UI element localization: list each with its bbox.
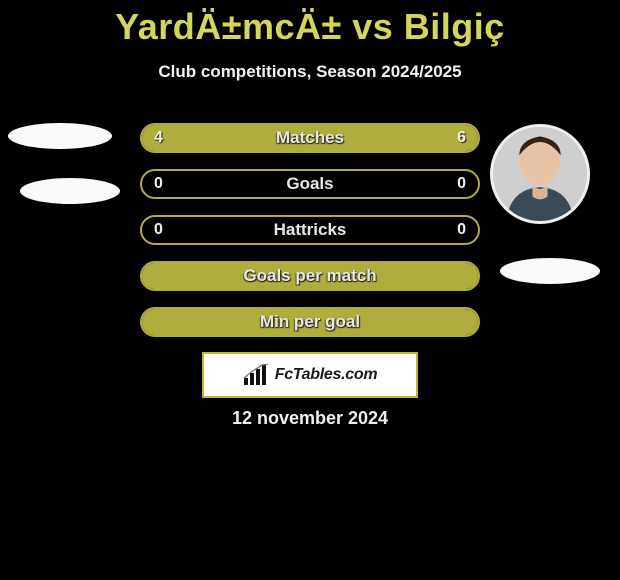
stat-bar: Hattricks0 0 bbox=[140, 215, 480, 245]
stat-bar-label: Goals bbox=[142, 171, 478, 197]
stat-bar-label: Matches bbox=[142, 125, 478, 151]
stat-bar-label: Hattricks bbox=[142, 217, 478, 243]
stat-bar-label: Min per goal bbox=[142, 309, 478, 335]
player-right-avatar bbox=[490, 124, 590, 224]
stat-bar-label: Goals per match bbox=[142, 263, 478, 289]
bar-chart-icon bbox=[243, 364, 269, 386]
stat-bar: Matches4 6 bbox=[140, 123, 480, 153]
comparison-card: YardÄ±mcÄ± vs Bilgiç Club competitions, … bbox=[0, 0, 620, 580]
stat-bar-value-right: 0 bbox=[457, 171, 466, 197]
brand-text: FcTables.com bbox=[275, 366, 378, 384]
stat-bar: Min per goal bbox=[140, 307, 480, 337]
stat-bar-value-left: 0 bbox=[154, 171, 163, 197]
player-left-shape-2 bbox=[20, 178, 120, 204]
stat-bar-value-right: 6 bbox=[457, 125, 466, 151]
player-left-shape-1 bbox=[8, 123, 112, 149]
stat-bar: Goals0 0 bbox=[140, 169, 480, 199]
stat-bar-value-right: 0 bbox=[457, 217, 466, 243]
page-subtitle: Club competitions, Season 2024/2025 bbox=[0, 62, 620, 82]
player-right-shape bbox=[500, 258, 600, 284]
page-title: YardÄ±mcÄ± vs Bilgiç bbox=[0, 6, 620, 48]
avatar-placeholder-icon bbox=[493, 127, 587, 221]
date-text: 12 november 2024 bbox=[0, 408, 620, 429]
stat-bar-value-left: 0 bbox=[154, 217, 163, 243]
stat-bar-value-left: 4 bbox=[154, 125, 163, 151]
stat-bar: Goals per match bbox=[140, 261, 480, 291]
brand-box[interactable]: FcTables.com bbox=[202, 352, 418, 398]
